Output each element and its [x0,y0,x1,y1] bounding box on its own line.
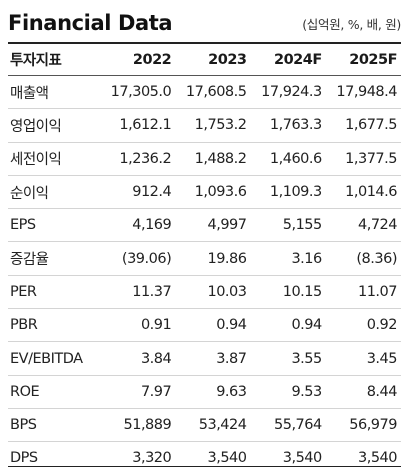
row-label: EPS [8,208,100,242]
bottom-rule [8,466,401,467]
table-cell: 1,377.5 [325,141,401,176]
row-label: 영업이익 [8,108,100,143]
table-cell: 9.53 [250,374,326,409]
table-cell: 11.37 [100,274,176,309]
table-cell: (39.06) [100,241,176,276]
table-cell: 4,997 [175,208,251,242]
table-cell: 1,753.2 [175,108,251,143]
table-cell: 1,460.6 [250,141,326,176]
table-cell: 7.97 [100,374,176,409]
table-cell: 17,948.4 [336,84,397,101]
table-cell: 1,488.2 [175,141,251,176]
table-cell: 4,724 [325,208,401,242]
table-cell: 3,540 [175,441,251,475]
table-cell: 3.87 [175,341,251,376]
row-label: EV/EBITDA [8,341,100,376]
row-label: 세전이익 [8,141,100,176]
table-cell: 5,155 [250,208,326,242]
table-cell: 11.07 [325,274,401,309]
table-cell: 1,763.3 [250,108,326,143]
table-cell: 0.92 [325,308,401,342]
table-body: 매출액 17,305.0 17,608.5 17,924.3 17,948.4 영업이익 1… [8,76,401,475]
table-cell: 17,305.0 [110,84,172,101]
table-cell: 53,424 [175,407,251,442]
table-cell: 55,764 [250,407,326,442]
table-row: EV/EBITDA 3.84 3.87 3.55 3.45 [8,341,401,376]
table-row: 증감율 (39.06) 19.86 3.16 (8.36) [8,241,401,276]
table-cell: 17,924.3 [261,84,322,101]
table-cell: 4,169 [100,208,176,242]
top-rule [8,42,401,44]
units-note: (십억원, %, 배, 원) [302,16,401,32]
table-cell: 912.4 [100,174,176,209]
table-cell: 19.86 [175,241,251,276]
table-cell: 51,889 [100,407,176,442]
table-row: BPS 51,889 53,424 55,764 56,979 [8,407,401,442]
table-cell: 9.63 [175,374,251,409]
row-label: PBR [8,308,100,342]
column-header-2023: 2023 [175,44,251,76]
table-cell: 10.03 [175,274,251,309]
table-row: 영업이익 1,612.1 1,753.2 1,763.3 1,677.5 [8,108,401,143]
table-cell: 3.84 [100,341,176,376]
table-cell: 17,608.5 [185,84,247,101]
column-header-2025f: 2025F [325,44,401,76]
row-label: BPS [8,407,100,442]
row-label: 순이익 [8,174,100,209]
column-header-indicator: 투자지표 [8,44,100,76]
table-cell: 56,979 [325,407,401,442]
table-row: PER 11.37 10.03 10.15 11.07 [8,274,401,309]
table-cell: 3,540 [325,441,401,475]
table-cell: (8.36) [325,241,401,276]
table-cell: 3,540 [250,441,326,475]
row-label: 증감율 [8,241,100,276]
financial-table: 투자지표 2022 2023 2024F 2025F 매출액 17,305.0 17… [8,44,401,475]
title-row: Financial Data (십억원, %, 배, 원) [8,6,401,40]
row-label: DPS [8,441,100,475]
row-label: ROE [8,374,100,409]
table-row: PBR 0.91 0.94 0.94 0.92 [8,308,401,342]
table-cell: 3.55 [250,341,326,376]
table-row: 매출액 17,305.0 17,608.5 17,924.3 17,948.4 [8,76,401,109]
table-row: DPS 3,320 3,540 3,540 3,540 [8,441,401,475]
table-cell: 1,014.6 [325,174,401,209]
table-cell: 3.45 [325,341,401,376]
table-cell: 0.91 [100,308,176,342]
table-cell: 1,093.6 [175,174,251,209]
table-cell: 8.44 [325,374,401,409]
table-cell: 1,236.2 [100,141,176,176]
table-cell: 1,677.5 [325,108,401,143]
table-row: EPS 4,169 4,997 5,155 4,724 [8,208,401,242]
column-header-2022: 2022 [100,44,176,76]
table-cell: 3.16 [250,241,326,276]
table-cell: 3,320 [100,441,176,475]
table-cell: 1,612.1 [100,108,176,143]
panel-title: Financial Data [8,11,173,35]
row-label: 매출액 [10,85,49,102]
table-header-row: 투자지표 2022 2023 2024F 2025F [8,44,401,76]
row-label: PER [8,274,100,309]
column-header-2024f: 2024F [250,44,326,76]
table-cell: 1,109.3 [250,174,326,209]
table-cell: 10.15 [250,274,326,309]
table-row: 순이익 912.4 1,093.6 1,109.3 1,014.6 [8,174,401,209]
table-cell: 0.94 [175,308,251,342]
table-cell: 0.94 [250,308,326,342]
table-row: 세전이익 1,236.2 1,488.2 1,460.6 1,377.5 [8,141,401,176]
table-row: ROE 7.97 9.63 9.53 8.44 [8,374,401,409]
